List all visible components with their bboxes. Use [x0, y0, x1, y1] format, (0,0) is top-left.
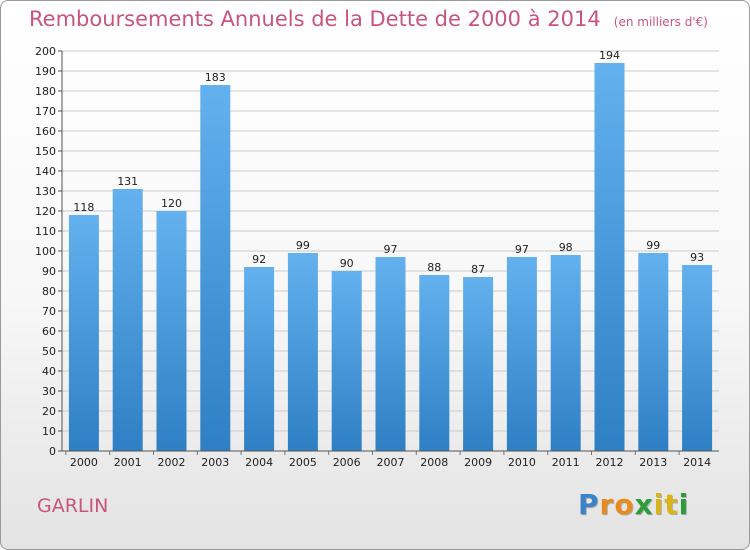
bar — [68, 215, 99, 451]
y-tick-label: 40 — [42, 365, 56, 378]
y-tick-label: 120 — [35, 205, 56, 218]
x-tick-label: 2007 — [377, 456, 405, 469]
bar-value-label: 99 — [646, 239, 660, 252]
bar-value-label: 92 — [252, 253, 266, 266]
bar-value-label: 87 — [471, 263, 485, 276]
bar-value-label: 118 — [73, 201, 94, 214]
bar — [638, 253, 669, 451]
bar — [331, 271, 362, 451]
y-tick-label: 200 — [35, 45, 56, 58]
x-tick-label: 2013 — [639, 456, 667, 469]
y-tick-label: 80 — [42, 285, 56, 298]
y-tick-label: 100 — [35, 245, 56, 258]
y-tick-label: 160 — [35, 125, 56, 138]
y-tick-label: 30 — [42, 385, 56, 398]
bar — [287, 253, 318, 451]
bar — [244, 267, 275, 451]
y-tick-label: 190 — [35, 65, 56, 78]
bar-value-label: 194 — [599, 49, 620, 62]
chart-title: Remboursements Annuels de la Dette de 20… — [29, 7, 708, 31]
bar-value-label: 97 — [384, 243, 398, 256]
proxiti-logo: Proxiti — [578, 488, 689, 521]
x-tick-label: 2003 — [201, 456, 229, 469]
bar — [375, 257, 406, 451]
y-tick-label: 20 — [42, 405, 56, 418]
x-tick-label: 2008 — [420, 456, 448, 469]
y-tick-label: 130 — [35, 185, 56, 198]
x-tick-label: 2014 — [683, 456, 711, 469]
bar — [463, 277, 494, 451]
bar-value-label: 99 — [296, 239, 310, 252]
title-unit-note: (en milliers d'€) — [613, 15, 708, 29]
bar — [156, 211, 187, 451]
x-tick-label: 2006 — [333, 456, 361, 469]
logo-letter: t — [664, 488, 679, 521]
y-tick-label: 60 — [42, 325, 56, 338]
x-tick-label: 2000 — [70, 456, 98, 469]
bar-value-label: 131 — [117, 175, 138, 188]
place-name: GARLIN — [37, 495, 109, 517]
logo-letter: P — [578, 488, 600, 521]
x-tick-label: 2010 — [508, 456, 536, 469]
bar-value-label: 88 — [427, 261, 441, 274]
bar-value-label: 98 — [559, 241, 573, 254]
x-tick-label: 2011 — [552, 456, 580, 469]
x-tick-label: 2004 — [245, 456, 273, 469]
bar — [112, 189, 143, 451]
value-labels: 118 131 120 183 92 99 90 97 88 87 97 98 194 99 93 — [73, 49, 704, 276]
logo-letter: i — [653, 488, 665, 521]
x-tick-label: 2001 — [114, 456, 142, 469]
y-tick-label: 170 — [35, 105, 56, 118]
logo-letter: o — [614, 488, 635, 521]
bar — [550, 255, 581, 451]
bar — [506, 257, 537, 451]
y-tick-label: 10 — [42, 425, 56, 438]
logo-letter: r — [599, 488, 615, 521]
logo-letter: x — [634, 488, 654, 521]
axes — [61, 51, 719, 452]
bar — [200, 85, 231, 451]
x-tick-labels: 2000 2001 2002 2003 2004 2005 2006 2007 2008 2009… — [70, 456, 711, 469]
y-tick-labels: 0 10 20 30 40 50 60 70 80 90 100 110 120 130 140 150 160… — [35, 45, 56, 458]
bar-value-label: 90 — [340, 257, 354, 270]
bar-value-label: 93 — [690, 251, 704, 264]
bar — [682, 265, 713, 451]
x-tick-label: 2002 — [158, 456, 186, 469]
y-tick-label: 140 — [35, 165, 56, 178]
y-tick-label: 90 — [42, 265, 56, 278]
x-tick-label: 2005 — [289, 456, 317, 469]
title-main: Remboursements Annuels de la Dette de 20… — [29, 7, 601, 31]
x-tick-label: 2012 — [596, 456, 624, 469]
x-tick-label: 2009 — [464, 456, 492, 469]
bar-value-label: 120 — [161, 197, 182, 210]
y-tick-label: 70 — [42, 305, 56, 318]
y-tick-label: 180 — [35, 85, 56, 98]
bar-value-label: 97 — [515, 243, 529, 256]
y-tick-label: 150 — [35, 145, 56, 158]
logo-letter: i — [678, 488, 690, 521]
bar-value-label: 183 — [205, 71, 226, 84]
bar — [419, 275, 450, 451]
bar — [594, 63, 625, 451]
bars — [65, 63, 713, 455]
y-tick-label: 0 — [49, 445, 56, 458]
y-tick-label: 50 — [42, 345, 56, 358]
y-tick-label: 110 — [35, 225, 56, 238]
